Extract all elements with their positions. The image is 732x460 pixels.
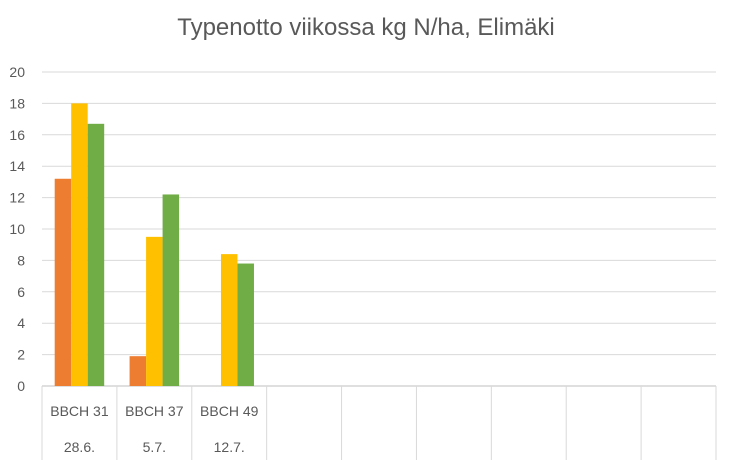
y-tick-label: 4 <box>17 315 25 331</box>
bar <box>220 254 238 386</box>
y-tick-label: 8 <box>17 252 25 268</box>
bar <box>87 123 105 386</box>
y-tick-label: 18 <box>9 95 25 111</box>
bar <box>237 263 254 386</box>
y-tick-label: 14 <box>9 158 25 174</box>
y-tick-label: 20 <box>9 64 25 80</box>
x-tick-label-date: 12.7. <box>214 439 245 455</box>
x-tick-label-stage: BBCH 49 <box>200 403 259 419</box>
bar <box>146 236 163 386</box>
x-tick-label-stage: BBCH 31 <box>50 403 109 419</box>
x-tick-label-date: 5.7. <box>143 439 166 455</box>
x-tick-label-stage: BBCH 37 <box>125 403 184 419</box>
y-tick-label: 10 <box>9 221 25 237</box>
bar <box>71 103 88 387</box>
bar <box>54 178 72 386</box>
y-tick-label: 0 <box>17 378 25 394</box>
x-tick-label-date: 28.6. <box>64 439 95 455</box>
chart-title: Typenotto viikossa kg N/ha, Elimäki <box>177 14 555 41</box>
y-tick-label: 16 <box>9 127 25 143</box>
y-tick-label: 12 <box>9 190 25 206</box>
bar <box>129 356 147 386</box>
y-tick-label: 6 <box>17 284 25 300</box>
bar <box>162 194 180 386</box>
y-tick-label: 2 <box>17 347 25 363</box>
